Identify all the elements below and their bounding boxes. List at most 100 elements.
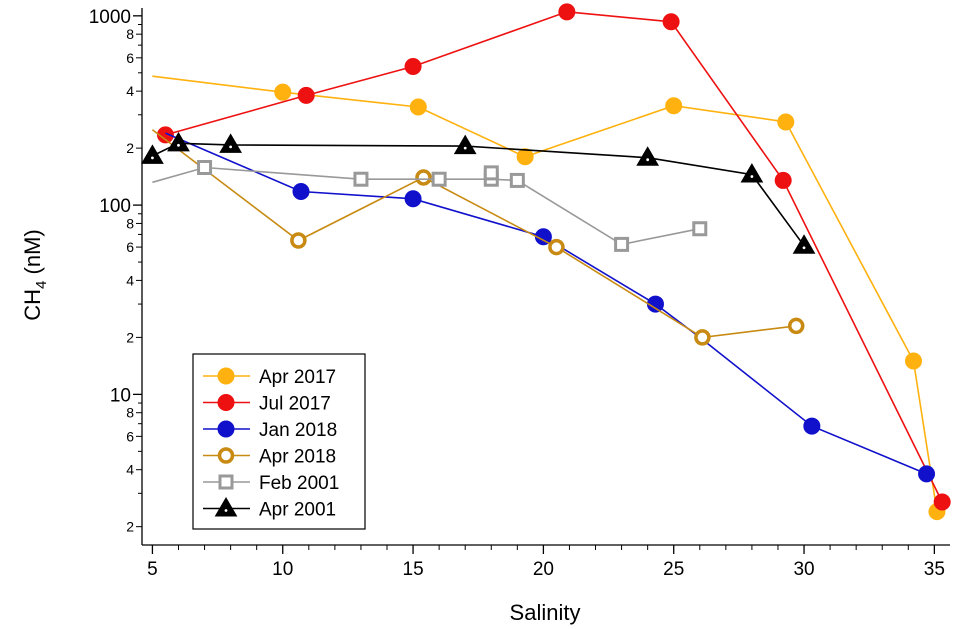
data-point bbox=[217, 447, 235, 464]
data-point bbox=[692, 221, 708, 237]
series-line bbox=[152, 166, 700, 246]
y-axis-title-main: CH bbox=[20, 289, 45, 321]
data-point bbox=[918, 465, 936, 483]
legend: Apr 2017 Jul 2017 Jan 2018 Apr 2018 Feb 2001… bbox=[192, 353, 366, 530]
y-tick-label: 10 bbox=[110, 385, 131, 406]
series bbox=[152, 160, 708, 252]
data-point bbox=[167, 131, 190, 152]
x-tick-label: 25 bbox=[663, 559, 684, 580]
y-minor-tick-label: 6 bbox=[126, 428, 134, 444]
legend-label: Apr 2001 bbox=[259, 500, 336, 521]
x-tick-label: 30 bbox=[793, 559, 814, 580]
data-point-center bbox=[802, 246, 806, 250]
data-point bbox=[516, 148, 534, 166]
y-minor-tick-label: 6 bbox=[126, 50, 134, 66]
legend-label: Feb 2001 bbox=[259, 473, 339, 494]
y-minor-tick-label: 4 bbox=[126, 83, 134, 99]
data-point bbox=[787, 317, 805, 335]
data-point bbox=[219, 133, 242, 153]
data-point-center bbox=[229, 145, 233, 149]
data-point bbox=[292, 182, 310, 200]
data-point bbox=[483, 165, 499, 181]
data-point bbox=[274, 83, 292, 101]
data-point bbox=[792, 234, 816, 254]
data-point-center bbox=[463, 146, 467, 150]
data-point bbox=[404, 57, 422, 75]
data-point bbox=[290, 232, 307, 249]
data-point bbox=[217, 394, 235, 411]
data-point bbox=[217, 420, 235, 438]
y-minor-tick-label: 8 bbox=[126, 26, 134, 42]
y-minor-tick-label: 2 bbox=[126, 140, 134, 156]
data-point bbox=[297, 86, 315, 104]
legend-item: Jul 2017 bbox=[203, 394, 331, 415]
data-point bbox=[197, 160, 213, 176]
y-minor-tick-label: 4 bbox=[126, 272, 134, 288]
x-tick-label: 35 bbox=[924, 559, 945, 580]
data-point bbox=[665, 97, 683, 115]
legend-item: Apr 2018 bbox=[203, 447, 336, 468]
data-point bbox=[614, 236, 630, 252]
data-point-center bbox=[750, 175, 754, 178]
series bbox=[151, 129, 805, 346]
y-minor-tick-label: 2 bbox=[126, 329, 134, 345]
data-point bbox=[933, 493, 951, 511]
data-point bbox=[218, 474, 234, 490]
data-point bbox=[415, 169, 432, 186]
data-point-center bbox=[151, 156, 154, 160]
data-point bbox=[558, 3, 576, 21]
x-tick-label: 15 bbox=[403, 559, 424, 580]
y-axis-title: CH4 (nM) bbox=[20, 229, 50, 320]
data-point bbox=[217, 367, 235, 385]
x-tick-label: 5 bbox=[147, 559, 158, 580]
data-point bbox=[777, 113, 795, 131]
y-minor-tick-label: 4 bbox=[126, 462, 134, 478]
y-tick-label: 1000 bbox=[89, 7, 131, 28]
legend-label: Jul 2017 bbox=[259, 394, 331, 415]
series-layer bbox=[141, 3, 951, 521]
data-point bbox=[803, 417, 821, 435]
legend-item: Feb 2001 bbox=[203, 473, 339, 494]
data-point bbox=[774, 171, 792, 189]
series bbox=[165, 132, 936, 483]
data-point bbox=[509, 172, 525, 188]
data-point bbox=[353, 171, 369, 187]
legend-label: Apr 2018 bbox=[259, 447, 336, 468]
data-point bbox=[636, 146, 660, 166]
y-minor-tick-label: 2 bbox=[126, 519, 134, 535]
series-line bbox=[165, 132, 927, 475]
data-point bbox=[431, 171, 447, 187]
legend-label: Jan 2018 bbox=[259, 420, 337, 441]
series-line bbox=[151, 129, 797, 339]
data-point bbox=[141, 144, 164, 164]
data-point bbox=[409, 98, 427, 116]
y-minor-tick-label: 8 bbox=[126, 215, 134, 231]
y-minor-tick-label: 8 bbox=[126, 405, 134, 421]
y-minor-tick-label: 6 bbox=[126, 239, 134, 255]
data-point bbox=[694, 329, 711, 346]
data-point bbox=[404, 190, 422, 208]
series bbox=[156, 3, 951, 511]
data-point bbox=[905, 352, 923, 370]
legend-label: Apr 2017 bbox=[259, 367, 336, 388]
y-axis-title-sub: 4 bbox=[33, 281, 50, 289]
legend-item: Apr 2001 bbox=[203, 497, 336, 521]
legend-item: Jan 2018 bbox=[203, 420, 337, 441]
data-point bbox=[453, 134, 477, 155]
x-tick-label: 20 bbox=[533, 559, 554, 580]
data-point-center bbox=[646, 158, 650, 162]
data-point-center bbox=[224, 509, 228, 512]
data-point bbox=[156, 126, 174, 144]
data-point bbox=[548, 238, 565, 256]
series bbox=[141, 131, 816, 254]
data-point bbox=[740, 163, 764, 183]
y-tick-label: 100 bbox=[99, 196, 131, 217]
legend-item: Apr 2017 bbox=[203, 367, 336, 388]
data-point-center bbox=[177, 143, 180, 147]
x-axis-title: Salinity bbox=[510, 600, 581, 625]
y-axis-title-unit: (nM) bbox=[20, 229, 45, 280]
x-tick-label: 10 bbox=[272, 559, 293, 580]
axes: 5 10 15 20 25 30 35 10 100 1000 2 4 6 8 2 4 6 8 2 4 6 8 bbox=[89, 7, 950, 580]
data-point bbox=[662, 13, 680, 31]
